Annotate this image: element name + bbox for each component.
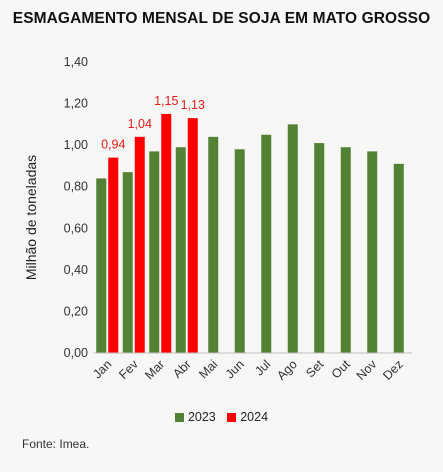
x-tick-label: Ago	[274, 357, 300, 383]
x-tick-label: Jun	[223, 357, 247, 381]
legend-item-2024: 2024	[227, 410, 268, 424]
y-tick-label: 1,40	[64, 55, 88, 69]
bar-2023-mar	[149, 151, 160, 353]
bar-2024-abr	[187, 118, 198, 353]
x-tick-label: Dez	[380, 357, 406, 383]
data-label-2024-fev: 1,04	[128, 117, 152, 131]
bar-2023-jul	[261, 134, 272, 353]
x-tick-label: Abr	[170, 357, 194, 381]
bar-2023-jun	[234, 149, 245, 353]
legend-label-2024: 2024	[240, 410, 269, 424]
x-tick-label: Set	[303, 357, 327, 381]
bar-2023-abr	[175, 147, 186, 353]
source-note: Fonte: Imea.	[22, 437, 90, 451]
bar-2023-out	[340, 147, 351, 353]
bar-2024-fev	[134, 136, 145, 353]
bar-2023-mai	[208, 136, 219, 353]
x-axis-ticks: Jan Fev Mar Abr Mai Jun Jul Ago Set Out Nov Dez	[90, 357, 406, 383]
bar-2023-fev	[122, 172, 133, 353]
bars: 0,941,041,15 1,13	[96, 94, 404, 353]
bar-2023-set	[314, 143, 325, 353]
y-axis-ticks: 0,00 0,20 0,40 0,60 0,80 1,00 1,20 1,40	[64, 55, 88, 360]
bar-2023-ago	[287, 124, 298, 353]
legend-swatch-2024	[227, 412, 237, 422]
x-tick-label: Nov	[354, 357, 380, 383]
x-tick-label: Mai	[196, 357, 220, 381]
legend: 2023 2024	[0, 410, 443, 425]
y-axis-label: Milhão de toneladas	[23, 155, 39, 280]
bar-2024-mar	[161, 113, 172, 353]
data-label-2024-jan: 0,94	[101, 138, 125, 152]
y-tick-label: 0,40	[64, 263, 88, 277]
y-tick-label: 0,00	[64, 346, 88, 360]
bar-2024-jan	[108, 157, 119, 353]
bar-2023-jan	[96, 178, 107, 353]
chart-title: ESMAGAMENTO MENSAL DE SOJA EM MATO GROSS…	[12, 10, 431, 27]
data-label-2024-mar: 1,15	[154, 94, 178, 108]
y-tick-label: 0,20	[64, 304, 88, 318]
legend-item-2023: 2023	[174, 410, 216, 424]
y-tick-label: 0,60	[64, 221, 88, 235]
x-tick-label: Mar	[142, 357, 167, 382]
x-tick-label: Fev	[116, 357, 141, 382]
y-tick-label: 0,80	[64, 180, 88, 194]
bar-2023-dez	[393, 163, 404, 353]
x-tick-label: Jul	[252, 357, 273, 378]
y-tick-label: 1,20	[64, 97, 88, 111]
legend-swatch-2023	[174, 412, 184, 422]
bar-2023-nov	[367, 151, 378, 353]
x-tick-label: Jan	[90, 357, 114, 381]
data-label-2024-abr: 1,13	[181, 98, 205, 112]
y-tick-label: 1,00	[64, 138, 88, 152]
x-tick-label: Out	[329, 357, 354, 382]
legend-label-2023: 2023	[187, 410, 216, 424]
